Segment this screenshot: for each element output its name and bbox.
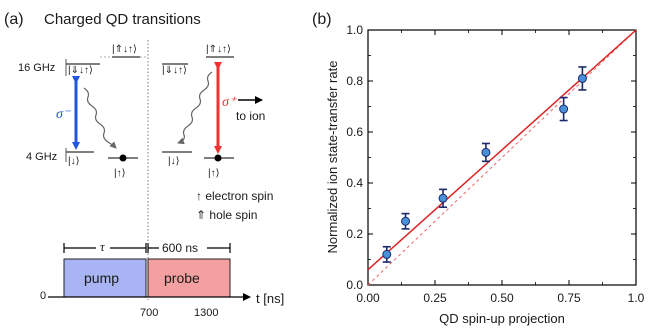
decay-wave-left bbox=[83, 87, 117, 149]
fit-line bbox=[367, 29, 637, 271]
legend-electron-spin: ↑ electron spin bbox=[196, 189, 273, 203]
plot-points bbox=[382, 66, 587, 263]
state-trion-right: |⇑↓↑⟩ bbox=[206, 44, 231, 55]
time-tick-0: 0 bbox=[40, 290, 46, 302]
y-tick-label: 0.2 bbox=[346, 227, 363, 241]
decay-wave-right bbox=[177, 71, 213, 145]
plot-tick-labels: 0.00 0.25 0.50 0.75 1.0 0.0 0.2 0.4 0.6 0.8 1.0 bbox=[346, 23, 644, 305]
time-tick-1300: 1300 bbox=[194, 307, 218, 319]
to-ion-label: to ion bbox=[236, 109, 265, 123]
state-ground-left-up: |↑⟩ bbox=[114, 168, 126, 179]
plot-ticks bbox=[367, 29, 637, 286]
pump-label: pump bbox=[84, 270, 119, 286]
pump-pulse bbox=[63, 258, 147, 298]
panel-a-title: Charged QD transitions bbox=[44, 11, 201, 28]
sigma-minus-label: σ⁻ bbox=[56, 107, 72, 122]
tau-label: τ bbox=[100, 239, 106, 254]
x-tick-label: 0.75 bbox=[557, 291, 581, 305]
probe-duration-label: 600 ns bbox=[162, 241, 198, 255]
y-tick-label: 0.4 bbox=[346, 176, 363, 190]
time-axis-label: t [ns] bbox=[256, 291, 284, 306]
reference-line bbox=[367, 29, 637, 286]
time-tick-700: 700 bbox=[140, 307, 158, 319]
state-trion-left: |⇓↓↑⟩ bbox=[68, 65, 93, 76]
state-ground-right-up: |↑⟩ bbox=[208, 168, 220, 179]
sigma-plus-label: σ⁺ bbox=[222, 95, 238, 110]
energy-label-4ghz: 4 GHz bbox=[26, 151, 57, 163]
data-point-0 bbox=[382, 249, 392, 259]
x-tick-label: 0.00 bbox=[356, 291, 380, 305]
x-tick-label: 0.50 bbox=[490, 291, 514, 305]
panel-b: (b) 0.00 0.25 0.50 0.75 1.0 0.0 0.2 0.4 0.6 0.8 1.… bbox=[312, 11, 645, 326]
y-tick-label: 0.8 bbox=[346, 74, 363, 88]
panel-b-label: (b) bbox=[312, 11, 332, 28]
data-point-3 bbox=[481, 147, 491, 157]
y-tick-label: 0.6 bbox=[346, 125, 363, 139]
data-point-5 bbox=[577, 73, 587, 83]
plot-lines bbox=[367, 29, 637, 286]
panel-a: (a) Charged QD transitions 16 GHz 4 GHz … bbox=[4, 11, 284, 319]
data-point-2 bbox=[438, 193, 448, 203]
y-axis-label: Normalized ion state-transfer rate bbox=[325, 61, 340, 254]
population-dot-left bbox=[119, 154, 127, 162]
energy-label-16ghz: 16 GHz bbox=[18, 62, 55, 74]
x-tick-label: 1.0 bbox=[628, 291, 645, 305]
legend-hole-spin: ⇑ hole spin bbox=[196, 208, 257, 222]
state-ground-left-down: |↓⟩ bbox=[68, 156, 80, 167]
y-tick-label: 1.0 bbox=[346, 23, 363, 37]
y-tick-label: 0.0 bbox=[346, 278, 363, 292]
x-tick-label: 0.25 bbox=[423, 291, 447, 305]
data-point-1 bbox=[401, 216, 411, 226]
state-ground-right-down: |↓⟩ bbox=[168, 156, 180, 167]
x-axis-label: QD spin-up projection bbox=[439, 311, 565, 326]
data-point-4 bbox=[559, 104, 569, 114]
state-trion-left-alt: |⇑↓↑⟩ bbox=[112, 44, 137, 55]
population-dot-right bbox=[214, 154, 222, 162]
probe-label: probe bbox=[164, 270, 200, 286]
timing-diagram: τ 600 ns pump probe t [ns] 0 700 1300 bbox=[40, 239, 284, 319]
state-trion-right-alt: |⇓↓↑⟩ bbox=[162, 65, 187, 76]
panel-a-label: (a) bbox=[4, 11, 24, 28]
